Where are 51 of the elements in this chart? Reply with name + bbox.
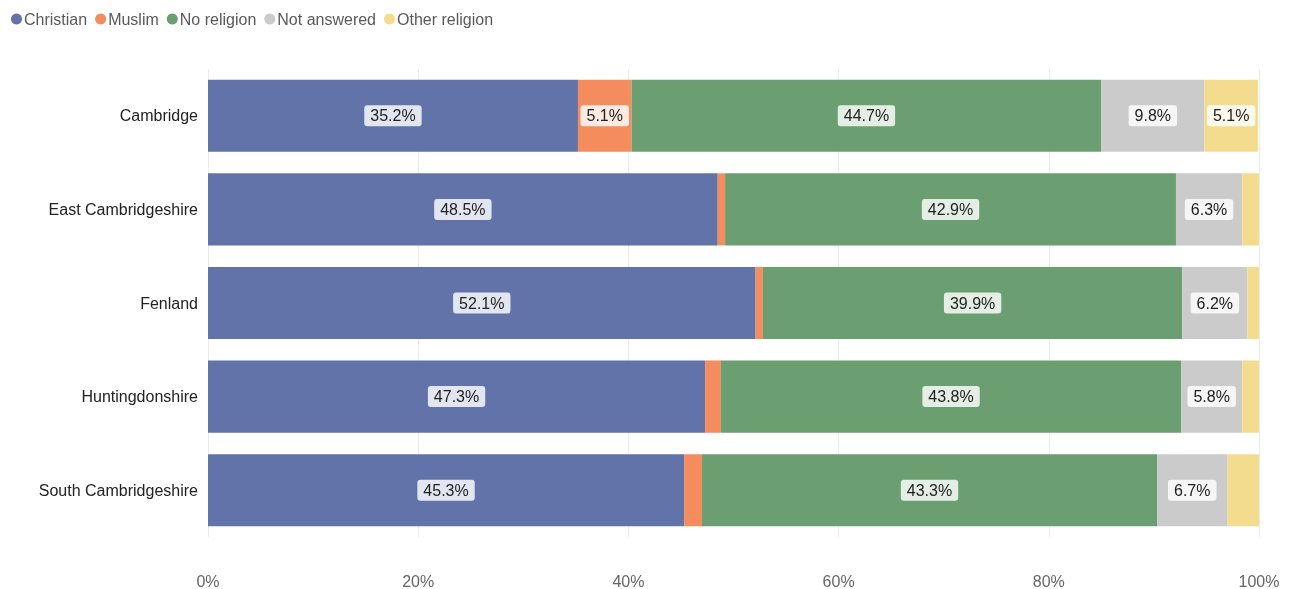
bar [1242,173,1259,246]
bar [717,173,726,246]
data-label: 43.3% [906,481,953,499]
legend-label: Christian [24,10,88,28]
data-label: 39.9% [949,294,996,312]
data-label: 43.8% [928,388,974,406]
bar [755,266,763,340]
bar [684,454,702,527]
bar [762,266,1183,340]
data-label: 44.7% [843,107,890,125]
data-label: 6.2% [1196,294,1234,312]
data-label: 45.3% [423,481,469,499]
data-label: 5.1% [1212,107,1250,125]
data-label: 48.5% [440,200,486,218]
bar [705,360,721,433]
x-tick-label: 40% [612,572,645,589]
data-label: 42.9% [927,200,974,218]
x-tick-label: 60% [822,572,855,589]
bar [1242,360,1259,433]
x-tick-label: 20% [402,572,435,589]
bar [720,360,1182,433]
x-tick-label: 0% [196,572,220,589]
bar [208,79,578,152]
y-tick-label: Cambridge [119,107,199,125]
bar [1227,454,1259,527]
legend-label: Other religion [397,10,494,28]
bar [631,79,1102,152]
y-tick-label: South Cambridgeshire [38,481,199,499]
y-tick-label: Fenland [140,294,198,312]
bar [1247,266,1259,340]
bar [725,173,1176,246]
legend-label: Muslim [108,10,159,28]
x-tick-label: 80% [1032,572,1065,589]
data-label: 52.1% [459,294,505,312]
bar [208,360,706,433]
x-tick-label: 100% [1238,572,1280,589]
y-tick-label: Huntingdonshire [81,388,199,406]
data-label: 47.3% [433,388,480,406]
data-label: 6.7% [1174,481,1211,499]
legend-label: No religion [179,10,257,28]
bar [208,173,718,246]
y-tick-label: East Cambridgeshire [48,200,199,218]
data-label: 6.3% [1190,200,1228,218]
data-label: 35.2% [370,107,416,125]
bar [208,454,685,527]
data-label: 9.8% [1134,107,1172,125]
bar [208,266,756,340]
legend-label: Not answered [277,10,376,28]
data-label: 5.8% [1193,388,1230,406]
bar [701,454,1158,527]
data-label: 5.1% [586,107,623,125]
